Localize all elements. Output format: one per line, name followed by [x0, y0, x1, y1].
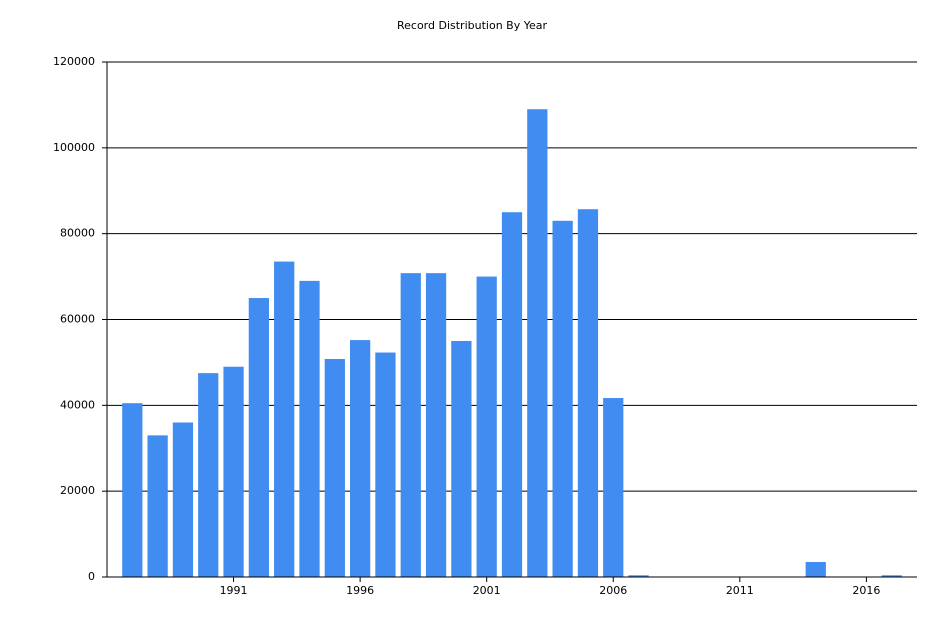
bar	[425, 273, 447, 577]
bar	[527, 109, 548, 577]
x-tick-label: 1996	[346, 584, 374, 597]
bar	[350, 340, 371, 577]
y-tick-label: 100000	[53, 141, 95, 154]
x-tick-label: 2016	[852, 584, 880, 597]
bar	[881, 575, 902, 577]
bar	[451, 340, 472, 577]
bar	[476, 276, 497, 577]
bar	[248, 298, 269, 577]
x-tick-label: 2011	[726, 584, 754, 597]
bar	[147, 435, 168, 577]
bar	[577, 209, 599, 577]
bar	[324, 358, 345, 577]
y-tick-label: 40000	[60, 398, 95, 411]
bar	[198, 373, 219, 577]
chart-title: Record Distribution By Year	[397, 19, 547, 32]
x-tick-label: 2006	[599, 584, 627, 597]
bar	[603, 398, 624, 577]
y-tick-label: 120000	[53, 55, 95, 68]
bar	[628, 575, 649, 577]
bar	[805, 561, 826, 577]
x-tick-label: 1991	[220, 584, 248, 597]
y-tick-label: 80000	[60, 227, 95, 240]
bar	[223, 366, 244, 577]
y-tick-label: 0	[88, 570, 95, 583]
bar	[172, 422, 194, 577]
bar	[501, 212, 523, 578]
bar	[375, 352, 396, 577]
bar	[299, 280, 320, 577]
x-tick-label: 2001	[473, 584, 501, 597]
bar	[400, 273, 421, 577]
y-tick-label: 20000	[60, 484, 95, 497]
bar	[552, 220, 573, 577]
bar	[122, 403, 143, 577]
bar	[274, 261, 295, 577]
y-tick-label: 60000	[60, 313, 95, 326]
